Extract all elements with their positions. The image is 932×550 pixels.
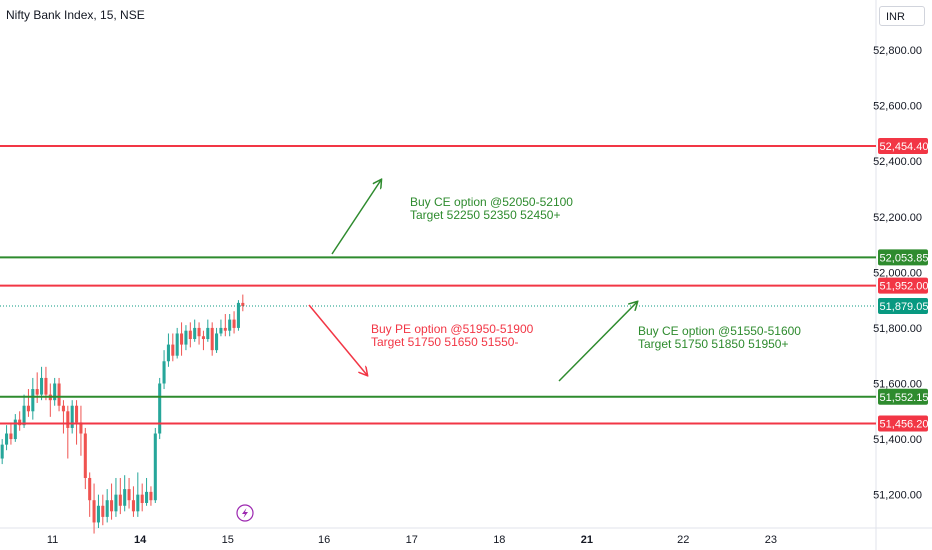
candle bbox=[70, 405, 74, 428]
candle bbox=[206, 327, 210, 340]
candle bbox=[40, 377, 44, 395]
candle bbox=[149, 491, 153, 501]
annotation-text: Buy CE option @51550-51600 bbox=[638, 324, 801, 338]
candle bbox=[79, 422, 83, 434]
level-price-label: 52,454.40 bbox=[880, 141, 929, 153]
level-price-label: 51,952.00 bbox=[880, 281, 929, 293]
last-price-label: 51,879.05 bbox=[880, 301, 929, 313]
y-tick-label: 51,800.00 bbox=[873, 323, 922, 335]
candle bbox=[123, 489, 127, 506]
candle bbox=[210, 327, 214, 351]
candle bbox=[57, 383, 61, 406]
y-tick-label: 52,600.00 bbox=[873, 101, 922, 113]
candle bbox=[145, 491, 149, 503]
candle bbox=[96, 505, 100, 523]
candle bbox=[193, 327, 197, 340]
candle bbox=[184, 330, 188, 345]
candle bbox=[13, 419, 17, 440]
candle bbox=[88, 477, 92, 501]
candle bbox=[197, 327, 201, 337]
x-tick-label: 18 bbox=[493, 534, 505, 546]
x-tick-label: 22 bbox=[677, 534, 689, 546]
candle bbox=[171, 344, 175, 356]
x-tick-label: 17 bbox=[406, 534, 418, 546]
candle bbox=[236, 302, 240, 328]
y-tick-label: 52,200.00 bbox=[873, 212, 922, 224]
candle bbox=[18, 419, 22, 426]
candles-group bbox=[0, 294, 245, 534]
candle bbox=[44, 377, 48, 395]
candle bbox=[66, 411, 70, 428]
trend-arrow bbox=[331, 180, 381, 255]
currency-selector[interactable]: INR bbox=[879, 6, 925, 26]
candle bbox=[201, 336, 205, 340]
candle bbox=[31, 389, 35, 412]
candle bbox=[26, 405, 30, 412]
candle bbox=[127, 489, 131, 501]
x-tick-label: 15 bbox=[222, 534, 234, 546]
candle bbox=[219, 327, 223, 334]
x-tick-label: 11 bbox=[47, 534, 58, 546]
level-price-label: 51,456.20 bbox=[880, 418, 929, 430]
y-tick-label: 52,400.00 bbox=[873, 156, 922, 168]
level-price-tag bbox=[878, 138, 928, 155]
candle bbox=[114, 494, 118, 512]
candle bbox=[188, 330, 192, 340]
level-price-tag bbox=[878, 415, 928, 432]
candle bbox=[166, 344, 170, 362]
candle bbox=[9, 433, 13, 440]
candle bbox=[35, 389, 39, 395]
candle bbox=[118, 494, 122, 506]
candle bbox=[162, 361, 166, 384]
annotation-text: Buy CE option @52050-52100 bbox=[410, 195, 573, 209]
y-tick-label: 51,400.00 bbox=[873, 434, 922, 446]
candle bbox=[136, 494, 140, 512]
candle bbox=[180, 333, 184, 345]
candle bbox=[53, 383, 57, 401]
trend-arrow bbox=[558, 302, 637, 382]
last-price-tag bbox=[878, 297, 928, 314]
annotation-text: Target 51750 51650 51550- bbox=[371, 335, 518, 349]
x-tick-label: 14 bbox=[134, 534, 147, 546]
level-price-label: 51,552.15 bbox=[880, 392, 929, 404]
annotation-text: Target 52250 52350 52450+ bbox=[410, 208, 560, 222]
candle bbox=[0, 444, 4, 459]
candle bbox=[215, 333, 219, 351]
candle bbox=[153, 433, 157, 501]
candle bbox=[158, 383, 162, 434]
chart-title: Nifty Bank Index, 15, NSE bbox=[6, 8, 145, 22]
candle bbox=[228, 319, 232, 331]
y-tick-label: 51,200.00 bbox=[873, 490, 922, 502]
candle bbox=[223, 327, 227, 331]
trend-arrow bbox=[308, 304, 367, 375]
lightning-icon bbox=[242, 508, 248, 518]
candle bbox=[75, 405, 79, 423]
candle bbox=[92, 500, 96, 523]
candle bbox=[110, 500, 114, 512]
candle bbox=[83, 433, 87, 478]
candle bbox=[101, 505, 105, 517]
level-price-label: 52,053.85 bbox=[880, 252, 929, 264]
candle bbox=[241, 302, 245, 306]
candle bbox=[175, 333, 179, 356]
x-tick-label: 23 bbox=[765, 534, 777, 546]
level-price-tag bbox=[878, 277, 928, 294]
annotation-text: Buy PE option @51950-51900 bbox=[371, 322, 534, 336]
candle bbox=[5, 433, 9, 445]
x-tick-label: 21 bbox=[581, 534, 593, 546]
y-tick-label: 52,800.00 bbox=[873, 45, 922, 57]
level-price-tag bbox=[878, 249, 928, 266]
y-tick-label: 51,600.00 bbox=[873, 378, 922, 390]
candle bbox=[131, 500, 135, 512]
candle bbox=[61, 405, 65, 412]
candle bbox=[140, 494, 144, 503]
candle bbox=[232, 319, 236, 328]
y-tick-label: 52,000.00 bbox=[873, 267, 922, 279]
level-price-tag bbox=[878, 388, 928, 405]
candle bbox=[22, 405, 26, 426]
candle bbox=[105, 500, 109, 517]
annotation-text: Target 51750 51850 51950+ bbox=[638, 337, 788, 351]
x-tick-label: 16 bbox=[318, 534, 330, 546]
